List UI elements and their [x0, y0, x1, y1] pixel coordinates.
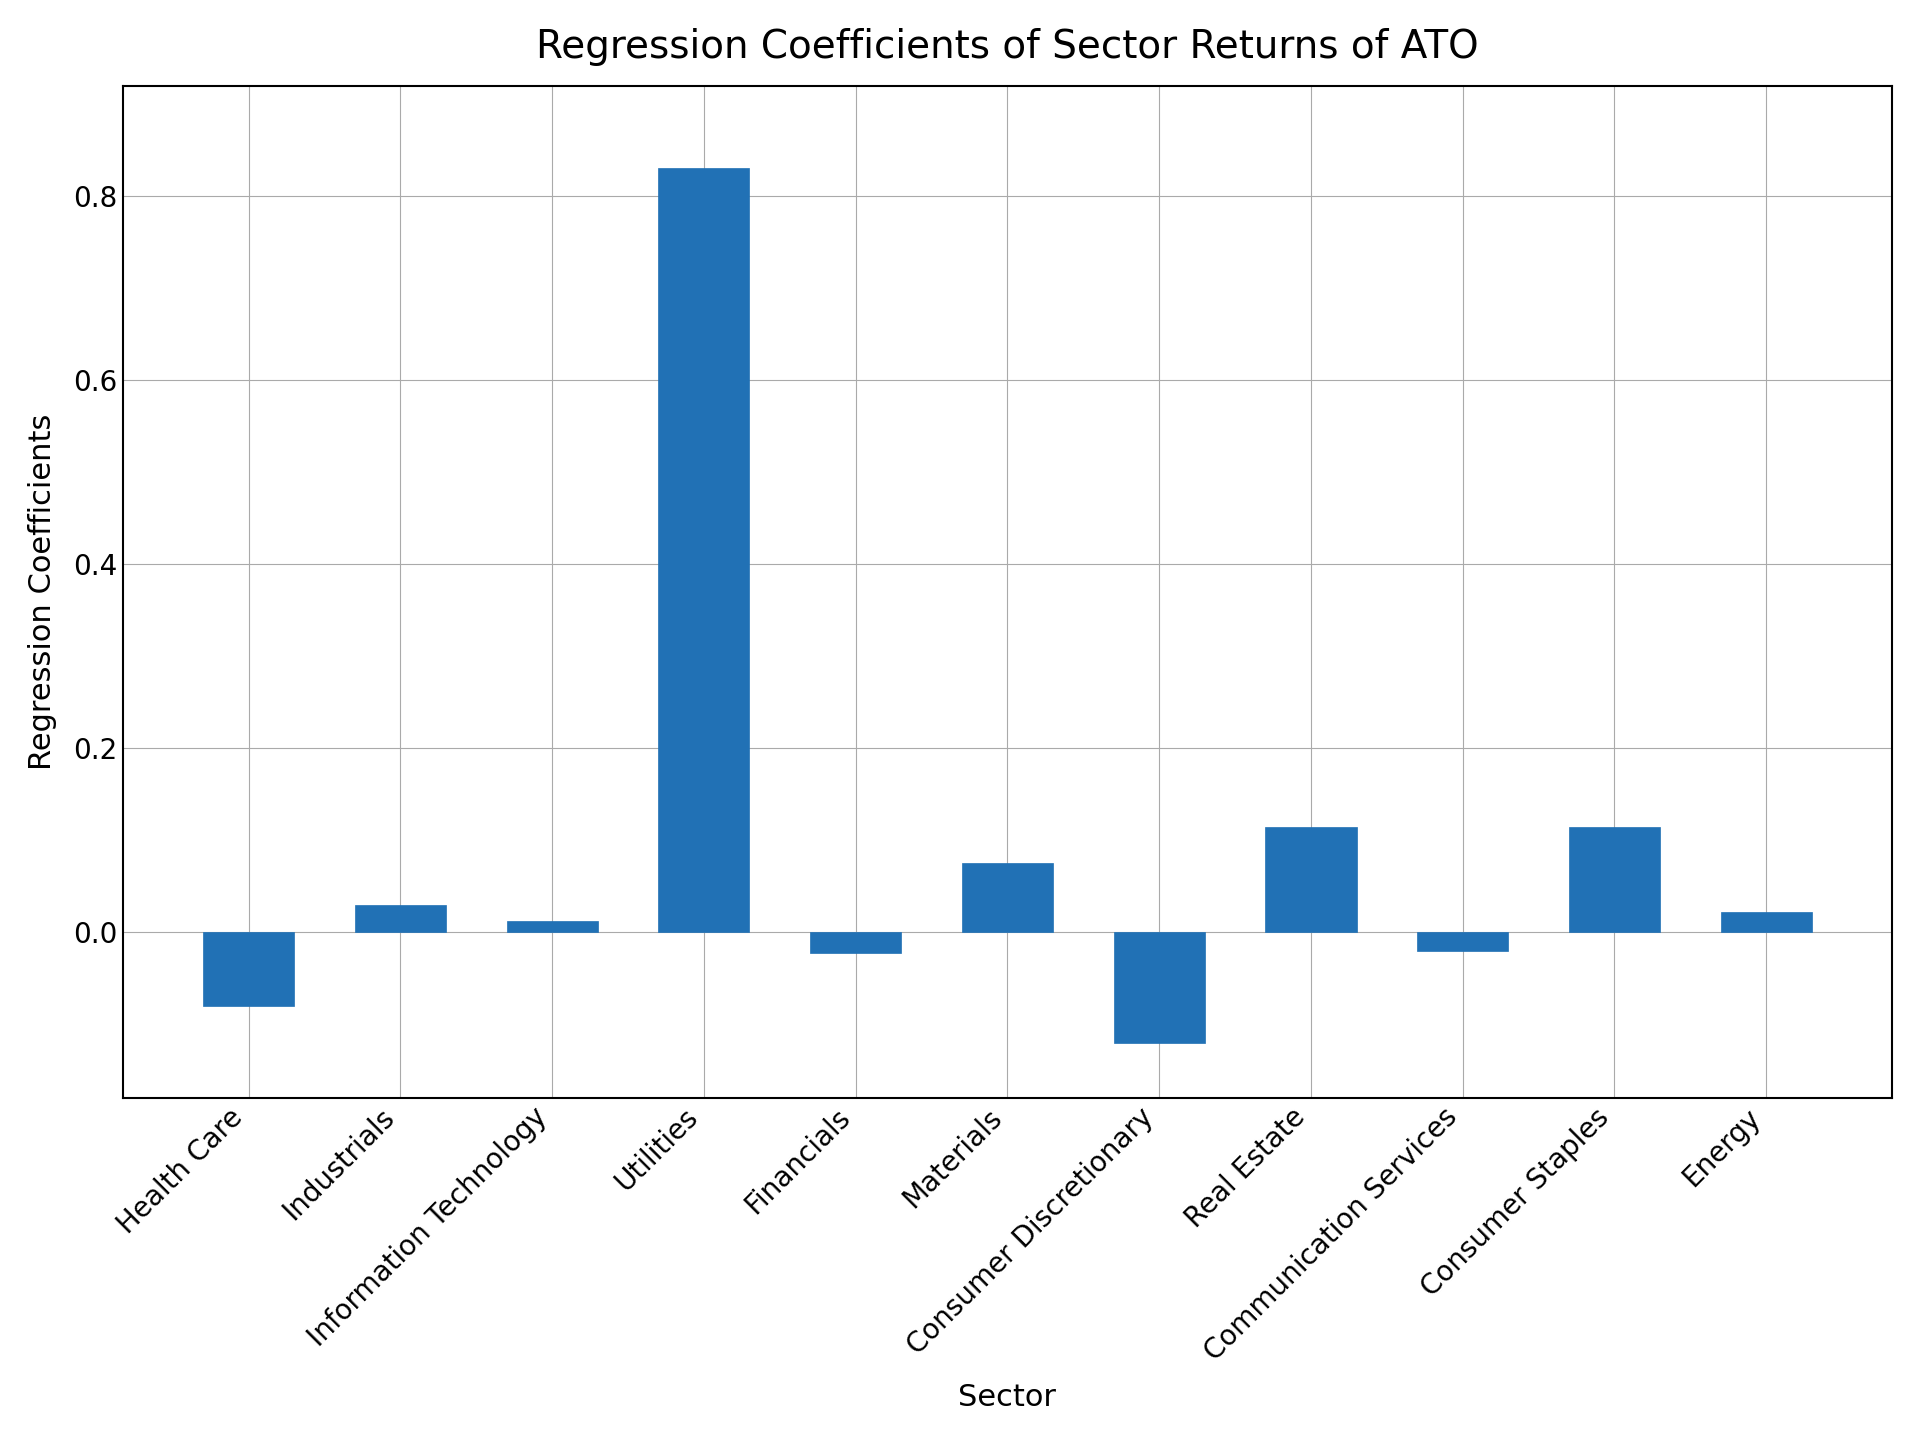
Bar — [355, 904, 445, 933]
Bar — [659, 168, 749, 933]
Bar — [962, 864, 1052, 933]
Bar — [810, 933, 900, 953]
Bar — [1569, 827, 1661, 933]
Y-axis label: Regression Coefficients: Regression Coefficients — [27, 413, 58, 770]
Bar — [1417, 933, 1509, 950]
Bar — [1265, 827, 1357, 933]
X-axis label: Sector: Sector — [958, 1384, 1056, 1413]
Bar — [1720, 912, 1812, 933]
Bar — [1114, 933, 1204, 1043]
Title: Regression Coefficients of Sector Returns of ATO: Regression Coefficients of Sector Return… — [536, 27, 1478, 66]
Bar — [507, 922, 597, 933]
Bar — [204, 933, 294, 1007]
